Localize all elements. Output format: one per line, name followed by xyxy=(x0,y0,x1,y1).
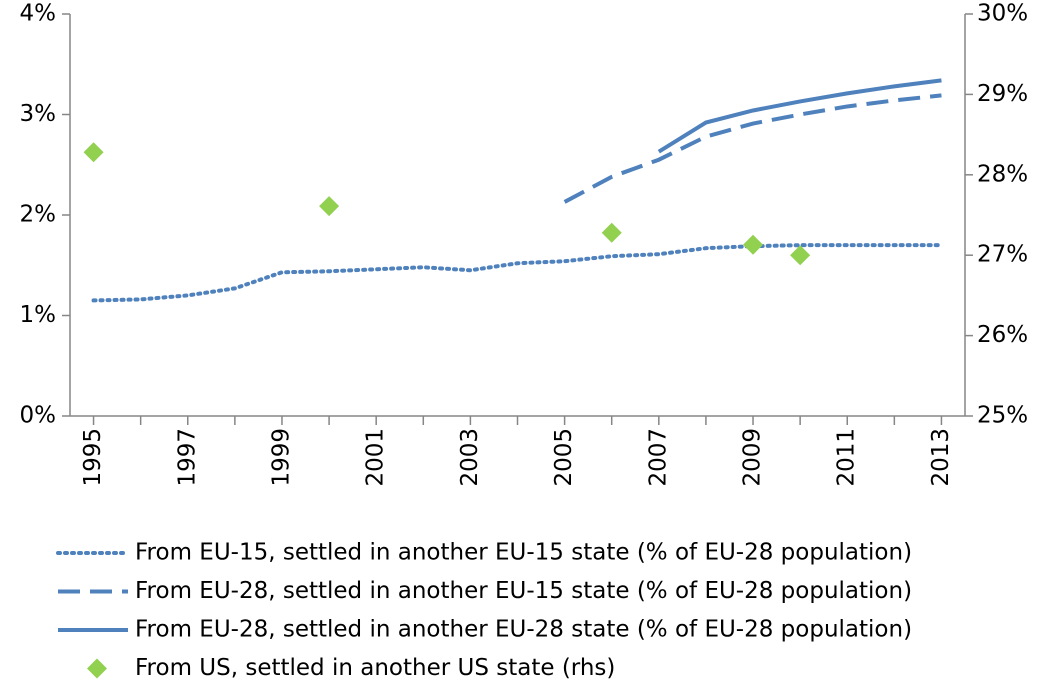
legend-swatch xyxy=(87,658,107,679)
y-tick-label: 0% xyxy=(20,403,57,429)
x-tick-label: 1999 xyxy=(268,428,294,487)
y2-tick-label: 25% xyxy=(977,403,1028,429)
series-line xyxy=(563,93,942,204)
legend-label: From EU-28, settled in another EU-15 sta… xyxy=(135,578,912,604)
point xyxy=(743,234,764,255)
x-tick-label: 2011 xyxy=(834,428,860,487)
y-tick-label: 3% xyxy=(20,101,57,127)
x-tick-label: 1995 xyxy=(80,428,106,487)
x-tick-label: 2009 xyxy=(740,428,766,487)
y2-tick-label: 26% xyxy=(977,322,1028,348)
x-tick-label: 1997 xyxy=(174,428,200,487)
y-tick-label: 4% xyxy=(20,1,57,27)
x-tick-label: 2007 xyxy=(645,428,671,487)
legend-label: From EU-28, settled in another EU-28 sta… xyxy=(135,617,912,643)
x-tick-label: 2001 xyxy=(363,428,389,487)
legend-label: From EU-15, settled in another EU-15 sta… xyxy=(135,540,912,566)
series-line xyxy=(91,243,944,303)
x-tick-label: 2013 xyxy=(928,428,954,487)
point xyxy=(319,196,340,217)
point xyxy=(83,142,104,163)
y2-tick-label: 29% xyxy=(977,81,1028,107)
legend-label: From US, settled in another US state (rh… xyxy=(135,655,615,681)
y-tick-label: 2% xyxy=(20,202,57,228)
y2-tick-label: 30% xyxy=(977,1,1028,27)
point xyxy=(601,222,622,243)
y-tick-label: 1% xyxy=(20,302,57,328)
y2-tick-label: 27% xyxy=(977,242,1028,268)
x-tick-label: 2003 xyxy=(457,428,483,487)
point xyxy=(790,245,811,266)
x-tick-label: 2005 xyxy=(551,428,577,487)
series-line xyxy=(657,78,942,154)
y2-tick-label: 28% xyxy=(977,161,1028,187)
